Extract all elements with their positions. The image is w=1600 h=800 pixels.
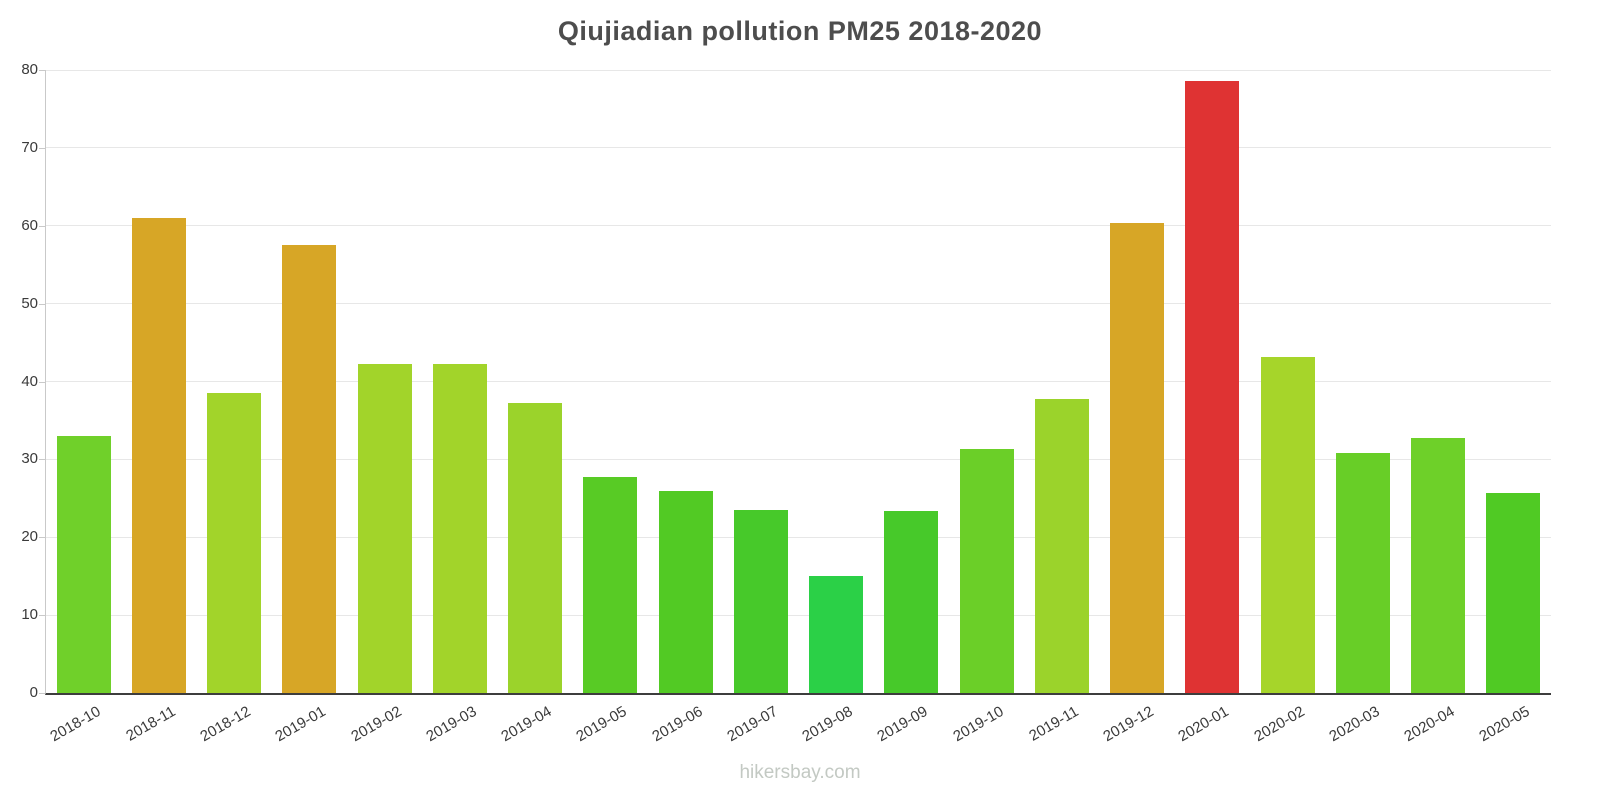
y-tick-mark-60 [39, 225, 45, 227]
bar-2019-04[interactable] [508, 403, 563, 693]
y-tick-mark-40 [39, 381, 45, 383]
gridline-80 [46, 69, 1551, 71]
y-tick-label-60: 60 [21, 216, 38, 234]
gridline-40 [46, 381, 1551, 382]
bar-2019-01[interactable] [282, 245, 337, 693]
bar-2019-05[interactable] [583, 477, 638, 693]
x-tick-label-2018-11: 2018-11 [123, 703, 179, 745]
x-tick-label-2019-04: 2019-04 [498, 703, 555, 746]
y-tick-label-20: 20 [21, 528, 38, 546]
gridline-20 [46, 536, 1551, 538]
bar-2020-01[interactable] [1185, 80, 1240, 693]
bar-2019-02[interactable] [357, 364, 412, 693]
x-tick-label-2020-03: 2020-03 [1326, 703, 1383, 746]
x-tick-label-2020-04: 2020-04 [1401, 703, 1458, 746]
bar-2018-11[interactable] [131, 217, 186, 693]
bar-2019-07[interactable] [733, 510, 788, 693]
x-tick-label-2019-12: 2019-12 [1100, 703, 1157, 746]
x-tick-label-2018-12: 2018-12 [197, 703, 254, 746]
x-tick-label-2019-03: 2019-03 [423, 703, 480, 746]
y-tick-mark-10 [39, 615, 45, 617]
x-tick-label-2019-06: 2019-06 [648, 703, 706, 746]
x-tick-label-2019-09: 2019-09 [874, 703, 931, 746]
x-tick-label-2019-08: 2019-08 [799, 703, 856, 746]
bar-2019-08[interactable] [809, 576, 864, 693]
gridline-70 [46, 147, 1551, 149]
bar-2020-03[interactable] [1335, 453, 1390, 693]
gridline-10 [46, 614, 1551, 616]
gridline-60 [46, 225, 1551, 227]
x-tick-label-2018-10: 2018-10 [46, 703, 104, 746]
x-tick-label-2020-02: 2020-02 [1250, 703, 1308, 746]
y-tick-label-40: 40 [21, 372, 38, 390]
x-tick-label-2019-10: 2019-10 [949, 703, 1007, 746]
y-tick-label-30: 30 [21, 450, 38, 468]
bar-2020-04[interactable] [1411, 438, 1466, 693]
bar-2018-12[interactable] [207, 393, 262, 693]
chart-title: Qiujiadian pollution PM25 2018-2020 [557, 16, 1043, 46]
x-tick-label-2019-07: 2019-07 [724, 703, 781, 746]
y-tick-mark-80 [39, 70, 45, 71]
bar-2020-05[interactable] [1486, 492, 1541, 693]
x-tick-label-2019-02: 2019-02 [347, 703, 405, 746]
y-tick-label-0: 0 [29, 684, 38, 701]
bar-2019-03[interactable] [432, 363, 487, 693]
y-tick-label-80: 80 [21, 61, 38, 78]
watermark: hikersbay.com [739, 762, 861, 783]
x-tick-label-2020-05: 2020-05 [1476, 703, 1533, 746]
y-tick-mark-0 [39, 693, 45, 694]
bar-2019-09[interactable] [884, 510, 939, 693]
y-tick-label-10: 10 [21, 606, 38, 624]
x-tick-label-2019-11: 2019-11 [1026, 703, 1082, 745]
y-tick-label-70: 70 [21, 138, 38, 156]
y-tick-mark-20 [39, 537, 45, 539]
x-tick-label-2019-05: 2019-05 [573, 703, 630, 746]
y-tick-mark-70 [39, 147, 45, 149]
bar-2019-06[interactable] [658, 490, 713, 693]
bar-2018-10[interactable] [56, 436, 111, 693]
bar-2019-11[interactable] [1034, 399, 1089, 693]
gridline-30 [46, 458, 1551, 460]
x-tick-label-2020-01: 2020-01 [1175, 703, 1232, 746]
x-tick-label-2019-01: 2019-01 [272, 703, 329, 746]
gridline-50 [46, 303, 1551, 305]
bar-2020-02[interactable] [1260, 356, 1315, 693]
y-tick-mark-50 [39, 303, 45, 305]
bar-2019-10[interactable] [959, 449, 1014, 693]
y-tick-mark-30 [39, 459, 45, 461]
plot-area [45, 69, 1551, 695]
y-tick-label-50: 50 [21, 294, 38, 312]
bar-2019-12[interactable] [1110, 222, 1165, 693]
